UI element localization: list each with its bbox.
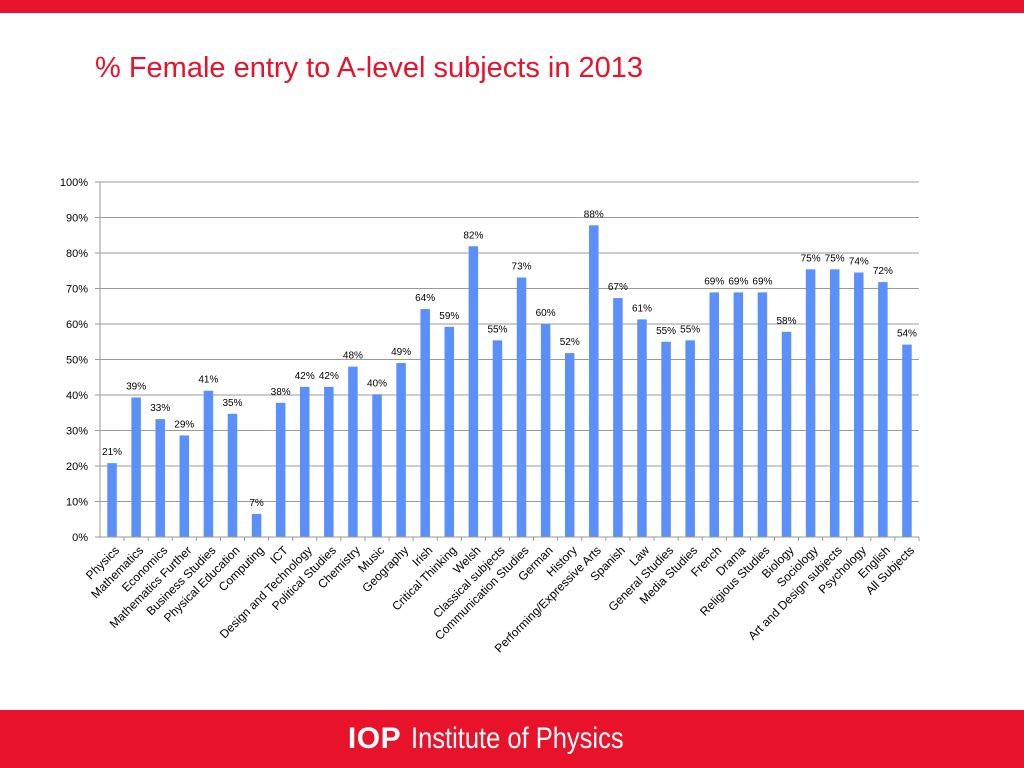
data-label: 55% (487, 324, 507, 335)
bar (637, 319, 647, 537)
y-axis-tick-labels: 0% 10% 20% 30% 40% 50% 60% 70% 80% 90% 100% (60, 177, 88, 544)
bar (227, 413, 238, 537)
bar (757, 292, 768, 537)
data-label: 58% (777, 316, 797, 327)
bar (564, 353, 575, 537)
data-label: 69% (704, 276, 724, 287)
data-label: 41% (198, 375, 218, 386)
bar (492, 340, 503, 537)
data-label: 75% (825, 253, 845, 264)
data-label: 88% (584, 209, 604, 220)
bar (348, 366, 358, 537)
slide-title: % Female entry to A-level subjects in 20… (95, 52, 644, 84)
data-label: 69% (728, 276, 748, 287)
bar (275, 402, 286, 537)
bar (444, 326, 455, 537)
axes (95, 181, 920, 541)
data-label: 67% (608, 282, 628, 293)
data-label: 69% (752, 276, 772, 287)
gridlines (100, 181, 919, 502)
data-label: 59% (439, 311, 459, 322)
bar (613, 298, 623, 537)
data-label: 21% (102, 447, 122, 458)
bar (203, 390, 214, 537)
y-tick-label: 40% (66, 390, 88, 402)
bar (878, 282, 888, 537)
y-tick-label: 60% (66, 319, 88, 331)
data-label: 54% (897, 329, 917, 340)
data-label: 33% (150, 403, 170, 414)
data-label: 42% (319, 371, 339, 382)
bar (661, 341, 671, 537)
data-label: 55% (680, 324, 700, 335)
bar (420, 309, 430, 537)
bar (300, 386, 310, 537)
bar (589, 225, 599, 537)
bar (324, 386, 334, 537)
data-label: 48% (343, 351, 363, 362)
iop-logo: IOP Institute of Physics (0, 710, 1024, 768)
bar (155, 419, 165, 537)
bar (396, 363, 406, 537)
data-label: 55% (656, 326, 676, 337)
data-label: 82% (463, 230, 483, 241)
data-label: 74% (849, 257, 869, 268)
data-label: 75% (801, 253, 821, 264)
bar (829, 269, 840, 537)
data-label: 35% (222, 398, 242, 409)
y-tick-label: 90% (66, 213, 88, 225)
bar (733, 292, 744, 537)
bar-chart: 0% 10% 20% 30% 40% 50% 60% 70% 80% 90% 100% 21% 39%… (60, 177, 920, 656)
data-label: 61% (632, 303, 652, 314)
data-label: 49% (391, 347, 411, 358)
data-label: 73% (512, 261, 532, 272)
y-tick-label: 30% (66, 426, 88, 438)
top-accent-bar (0, 0, 1024, 13)
logo-text: Institute of Physics (411, 722, 624, 755)
bar (902, 344, 912, 537)
data-label: 60% (536, 308, 556, 319)
bar (540, 324, 551, 537)
y-tick-label: 80% (66, 248, 88, 260)
y-tick-label: 20% (66, 461, 88, 473)
bar (107, 463, 117, 537)
data-label: 72% (873, 266, 893, 277)
data-label: 42% (295, 371, 315, 382)
y-tick-label: 50% (66, 355, 88, 367)
bar (251, 513, 262, 537)
bar (468, 246, 479, 537)
data-label: 40% (367, 378, 387, 389)
y-tick-label: 10% (66, 497, 88, 509)
bar (781, 331, 792, 537)
bar (516, 277, 527, 537)
bar (372, 394, 382, 537)
bar (131, 397, 141, 537)
data-label: 38% (271, 387, 291, 398)
bar (709, 292, 719, 537)
data-label: 64% (415, 293, 435, 304)
bars (107, 225, 912, 537)
logo-mark: IOP (347, 722, 402, 755)
bar (854, 272, 864, 537)
y-tick-label: 100% (60, 177, 88, 189)
bar (805, 269, 816, 537)
data-label: 52% (560, 337, 580, 348)
data-label: 29% (174, 419, 194, 430)
data-labels: 21% 39% 33% 29% 41% 35% 7% 38% 42% 42% 48% 40% 49% 64… (102, 209, 917, 509)
y-tick-label: 70% (66, 284, 88, 296)
footer-bar (0, 710, 1024, 768)
y-tick-label: 0% (72, 532, 88, 544)
data-label: 39% (126, 381, 146, 392)
bar (179, 435, 190, 537)
bar (685, 340, 695, 537)
data-label: 7% (249, 498, 264, 509)
